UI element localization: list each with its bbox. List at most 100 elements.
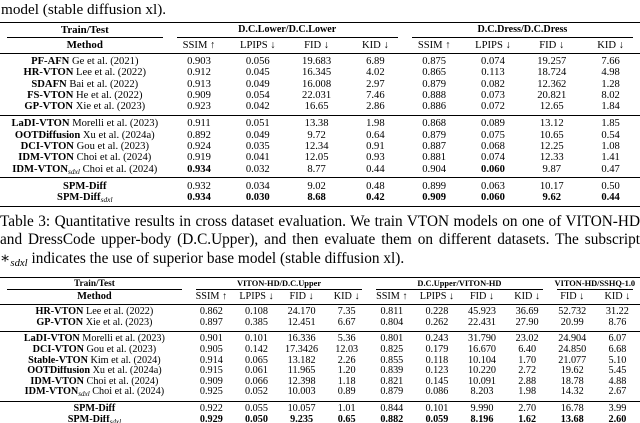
value-cell: 5.45 xyxy=(608,366,627,377)
value-cell: 6.89 xyxy=(366,56,385,67)
method-name: FS-VTON xyxy=(27,89,74,101)
table-row: GP-VTON Xie et al. (2023) 0.923 0.042 16.65… xyxy=(0,101,640,115)
value-cell: 0.041 xyxy=(245,152,270,164)
value-cell: 0.934 xyxy=(187,163,211,175)
value-cell: 0.065 xyxy=(245,355,268,366)
metric-header: FID ↓ xyxy=(560,291,585,303)
value-cell: 27.90 xyxy=(515,317,539,328)
column-group-label-0: D.C.Lower/D.C.Lower xyxy=(170,23,405,38)
value-cell: 0.145 xyxy=(425,376,449,387)
method-name: SPM-Diff xyxy=(63,180,107,192)
method-cell: OOTDiffusion Xu et al. (2024a) xyxy=(0,366,189,377)
method-cell: IDM-VTON Choi et al. (2024) xyxy=(0,377,189,388)
method-citation: Lee et al. (2022) xyxy=(76,67,147,79)
table-row: Stable-VTON Kim et al. (2024) 0.914 0.065 1… xyxy=(0,356,640,367)
value-cell: 0.881 xyxy=(422,152,447,164)
table-row: PF-AFN Ge et al. (2021) 0.903 0.056 19.683 6… xyxy=(0,53,640,67)
method-name: PF-AFN xyxy=(31,56,70,67)
value-cell: 0.056 xyxy=(245,56,270,67)
value-cell: 12.34 xyxy=(304,141,329,153)
metric-header: KID ↓ xyxy=(597,39,624,51)
value-cell: 0.922 xyxy=(199,403,223,415)
value-cell: 4.88 xyxy=(608,376,627,387)
metric-header: SSIM ↑ xyxy=(417,39,451,51)
value-cell: 0.65 xyxy=(337,414,356,423)
method-cell: LaDI-VTON Morelli et al. (2023) xyxy=(0,331,189,345)
column-group-label-0: VITON-HD/D.C.Upper xyxy=(189,278,369,291)
value-cell: 12.05 xyxy=(304,152,329,164)
row-block-0: HR-VTON Lee et al. (2022) 0.862 0.108 24.17… xyxy=(0,304,640,331)
value-cell: 7.35 xyxy=(337,306,356,318)
value-cell: 0.118 xyxy=(425,355,449,366)
value-cell: 0.929 xyxy=(199,414,223,423)
value-cell: 0.909 xyxy=(187,89,211,101)
value-cell: 0.074 xyxy=(481,56,505,67)
table-row: SPM-Diffsdxl 0.929 0.050 9.235 0.65 0.882 0.05… xyxy=(0,415,640,423)
value-cell: 16.65 xyxy=(304,101,329,113)
value-cell: 0.049 xyxy=(245,129,270,141)
value-cell: 0.89 xyxy=(337,387,356,398)
method-cell: DCI-VTON Gou et al. (2023) xyxy=(0,141,170,152)
value-cell: 0.179 xyxy=(425,345,449,356)
value-cell: 0.886 xyxy=(422,101,447,113)
table-row: IDM-VTONsdxl Choi et al. (2024) 0.925 0.05… xyxy=(0,387,640,401)
table-row: LaDI-VTON Morelli et al. (2023) 0.911 0.05… xyxy=(0,115,640,129)
value-cell: 0.101 xyxy=(245,333,268,345)
table-row: SPM-Diff 0.922 0.055 10.057 1.01 0.844 0.101 9.… xyxy=(0,401,640,415)
value-cell: 19.683 xyxy=(302,56,332,67)
value-cell: 12.398 xyxy=(287,376,316,387)
value-cell: 18.78 xyxy=(560,376,584,387)
value-cell: 8.77 xyxy=(307,163,326,175)
table3-caption: Table 3: Quantitative results in cross d… xyxy=(0,213,640,272)
value-cell: 0.101 xyxy=(425,403,449,415)
value-cell: 0.905 xyxy=(199,345,223,356)
value-cell: 0.879 xyxy=(422,129,447,141)
method-cell: HR-VTON Lee et al. (2022) xyxy=(0,304,189,318)
column-group-label-1: D.C.Dress/D.C.Dress xyxy=(405,23,640,38)
caption-text-suffix: indicates the use of superior base model… xyxy=(27,249,405,267)
value-cell: 0.074 xyxy=(481,152,505,164)
value-cell: 5.36 xyxy=(337,333,356,345)
value-cell: 31.790 xyxy=(468,333,497,345)
column-group-label-2: VITON-HD/SSHQ-1.0 xyxy=(550,278,640,291)
caption-subscript: sdxl xyxy=(10,256,28,269)
value-cell: 2.26 xyxy=(337,355,356,366)
value-cell: 21.077 xyxy=(558,355,587,366)
value-cell: 0.934 xyxy=(187,192,211,204)
table-row: SPM-Diff 0.932 0.034 9.02 0.48 0.899 0.063 10.1… xyxy=(0,178,640,192)
method-citation: Gou et al. (2023) xyxy=(76,141,149,153)
value-cell: 36.69 xyxy=(515,306,539,318)
metric-header: FID ↓ xyxy=(304,39,330,51)
metric-header: LPIPS ↓ xyxy=(239,291,274,303)
value-cell: 12.03 xyxy=(335,345,359,356)
method-citation: Choi et al. (2024) xyxy=(76,152,152,164)
value-cell: 1.62 xyxy=(518,414,537,423)
metric-header: FID ↓ xyxy=(539,39,565,51)
value-cell: 10.091 xyxy=(468,376,497,387)
value-cell: 0.113 xyxy=(481,67,505,79)
value-cell: 2.86 xyxy=(366,101,385,113)
value-cell: 1.01 xyxy=(337,403,356,415)
method-cell: SDAFN Bai et al. (2022) xyxy=(0,79,170,90)
value-cell: 22.031 xyxy=(302,89,332,101)
value-cell: 0.868 xyxy=(422,118,447,130)
value-cell: 0.262 xyxy=(425,317,449,328)
value-cell: 0.888 xyxy=(422,89,447,101)
table-row: IDM-VTON Choi et al. (2024) 0.919 0.041 12.… xyxy=(0,152,640,163)
method-citation: Choi et al. (2024) xyxy=(82,163,158,175)
value-cell: 0.904 xyxy=(422,163,447,175)
value-cell: 0.879 xyxy=(422,78,447,90)
value-cell: 0.44 xyxy=(366,163,385,175)
value-cell: 1.20 xyxy=(337,366,356,377)
value-cell: 0.035 xyxy=(245,141,270,153)
method-name: GP-VTON xyxy=(36,317,84,328)
value-cell: 0.243 xyxy=(425,333,449,345)
value-cell: 1.08 xyxy=(601,141,620,153)
method-citation: Ge et al. (2021) xyxy=(72,56,139,67)
method-name: DCI-VTON xyxy=(20,141,74,153)
value-cell: 0.892 xyxy=(187,129,211,141)
value-cell: 4.02 xyxy=(366,67,385,79)
value-cell: 18.724 xyxy=(537,67,567,79)
value-cell: 0.913 xyxy=(187,78,211,90)
method-citation: Morelli et al. (2023) xyxy=(72,118,159,130)
